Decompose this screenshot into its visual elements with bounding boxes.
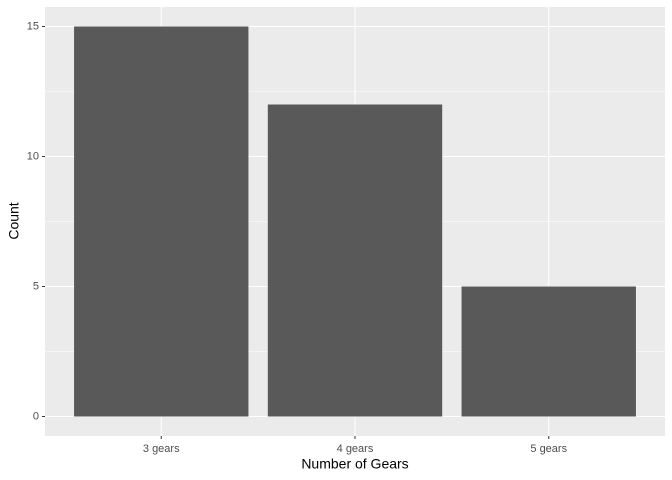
x-axis-title: Number of Gears [301, 456, 408, 472]
y-tick-label: 10 [27, 150, 39, 162]
y-tick-label: 15 [27, 20, 39, 32]
y-axis-title: Count [6, 202, 22, 239]
x-tick-label: 3 gears [143, 443, 180, 455]
bar [267, 104, 443, 417]
y-tick-label: 0 [33, 410, 39, 422]
bar [461, 286, 636, 417]
x-tick-label: 4 gears [337, 443, 374, 455]
x-tick-label: 5 gears [530, 443, 567, 455]
bar [74, 26, 249, 417]
y-tick-label: 5 [33, 280, 39, 292]
